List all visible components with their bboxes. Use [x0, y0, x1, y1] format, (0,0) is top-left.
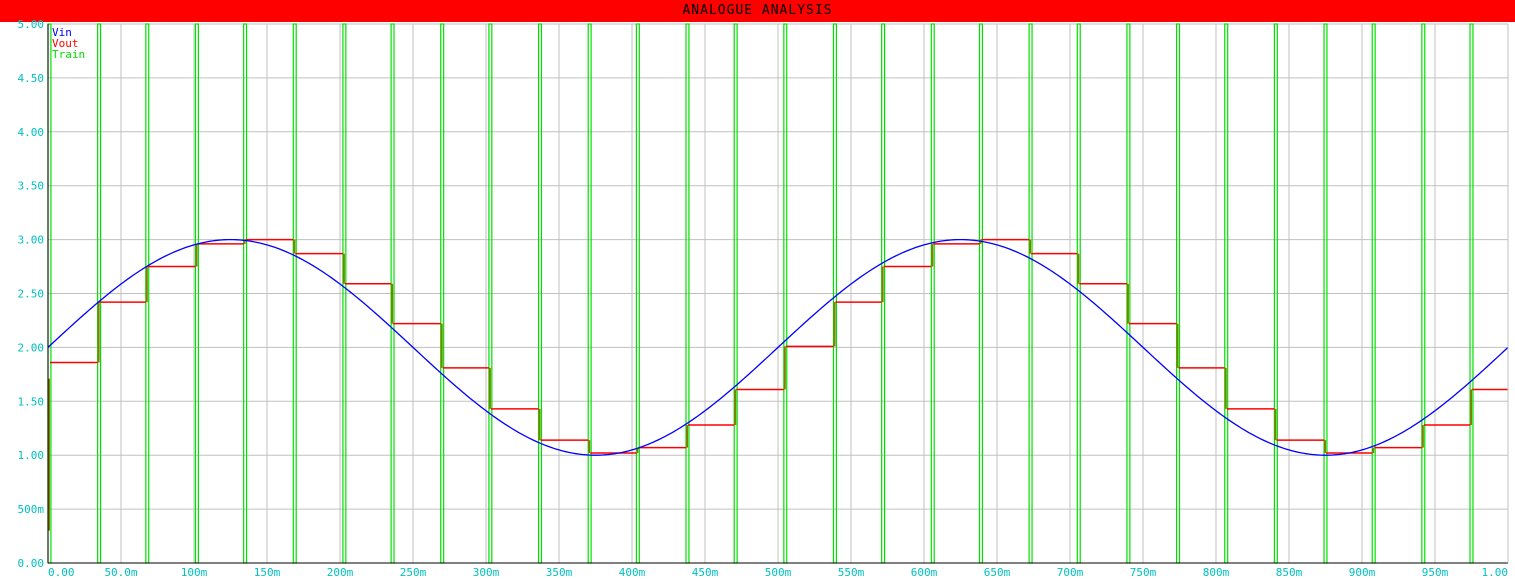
y-tick-label: 2.50	[18, 288, 45, 301]
x-tick-label: 50.0m	[104, 566, 137, 579]
x-tick-label: 900m	[1349, 566, 1376, 579]
legend-entry: Vout	[52, 37, 79, 50]
y-tick-label: 1.00	[18, 449, 45, 462]
x-tick-label: 1.00	[1482, 566, 1509, 579]
vin-series	[47, 238, 1509, 456]
x-tick-label: 350m	[546, 566, 573, 579]
x-tick-label: 250m	[400, 566, 427, 579]
axes	[47, 24, 1509, 564]
y-tick-label: 4.50	[18, 72, 45, 85]
window-title: ANALOGUE ANALYSIS	[0, 0, 1515, 22]
x-tick-label: 500m	[765, 566, 792, 579]
x-tick-label: 600m	[911, 566, 938, 579]
x-tick-labels: 0.00 50.0m 100m 150m 200m 250m 300m 350m 400m 450…	[48, 566, 1508, 579]
y-tick-label: 3.00	[18, 234, 45, 247]
x-tick-label: 850m	[1276, 566, 1303, 579]
x-tick-label: 300m	[473, 566, 500, 579]
y-tick-label: 3.50	[18, 180, 45, 193]
legend-entry: Train	[52, 48, 85, 61]
y-tick-label: 2.00	[18, 341, 45, 354]
x-tick-label: 800m	[1203, 566, 1230, 579]
x-tick-label: 650m	[984, 566, 1011, 579]
x-tick-label: 150m	[254, 566, 281, 579]
x-tick-label: 450m	[692, 566, 719, 579]
vin-curve	[47, 238, 1509, 456]
x-tick-label: 200m	[327, 566, 354, 579]
x-tick-label: 700m	[1057, 566, 1084, 579]
y-tick-label: 500m	[18, 503, 45, 516]
x-tick-label: 950m	[1422, 566, 1449, 579]
y-tick-label: 4.00	[18, 126, 45, 139]
x-tick-label: 750m	[1130, 566, 1157, 579]
x-tick-label: 0.00	[48, 566, 75, 579]
x-tick-label: 400m	[619, 566, 646, 579]
grid	[47, 23, 1509, 564]
y-tick-labels: 0.00 500m 1.00 1.50 2.00 2.50 3.00 3.50 4.00 4.50…	[18, 18, 45, 570]
y-tick-label: 0.00	[18, 557, 45, 570]
x-tick-label: 550m	[838, 566, 865, 579]
legend-entry: Vin	[52, 26, 72, 39]
y-tick-label: 1.50	[18, 395, 45, 408]
vout-series	[48, 238, 1508, 531]
x-tick-label: 100m	[181, 566, 208, 579]
y-tick-label: 5.00	[18, 18, 45, 31]
